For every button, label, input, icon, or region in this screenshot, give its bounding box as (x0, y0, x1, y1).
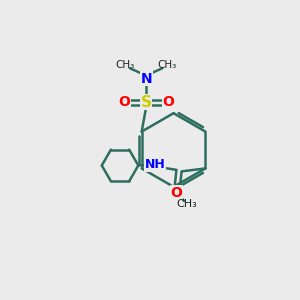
Text: S: S (141, 95, 152, 110)
Text: O: O (118, 95, 130, 109)
Text: O: O (162, 95, 174, 109)
Text: NH: NH (145, 158, 166, 171)
Text: CH₃: CH₃ (157, 60, 176, 70)
Text: O: O (171, 185, 182, 200)
Text: CH₃: CH₃ (116, 60, 135, 70)
Text: CH₃: CH₃ (176, 200, 197, 209)
Text: N: N (140, 72, 152, 86)
